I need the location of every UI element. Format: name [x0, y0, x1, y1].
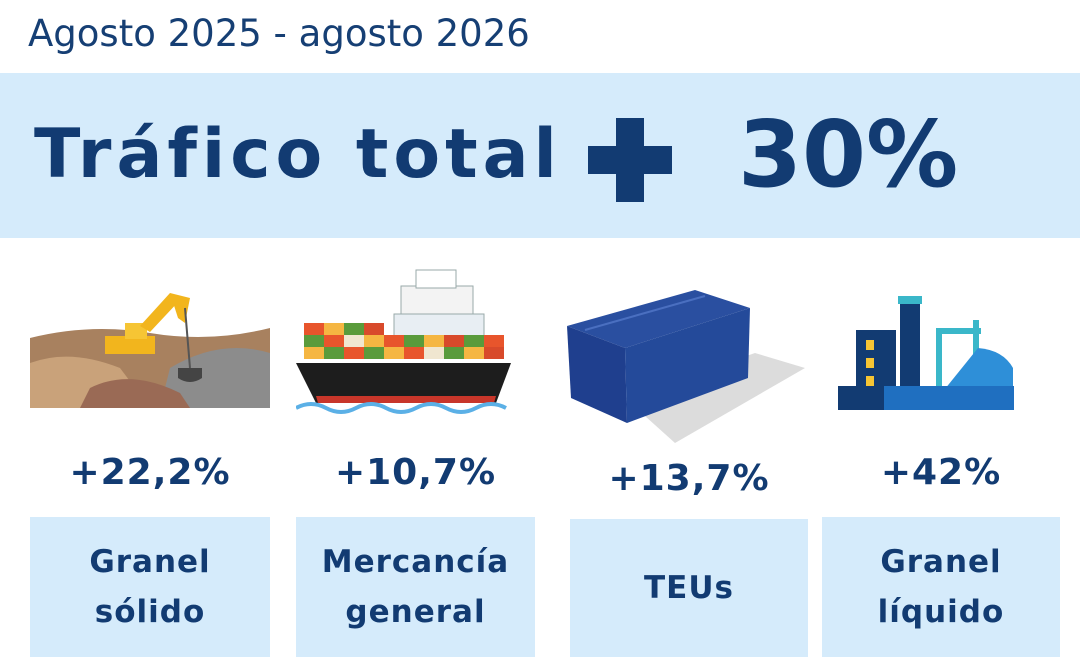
change-value: +42% [880, 452, 1002, 493]
banner-label: Tráfico total [34, 115, 562, 194]
category-label: Granel sólido [89, 544, 211, 630]
solid-bulk-icon [30, 293, 270, 408]
category-box: Granel sólido [30, 517, 270, 657]
banner: Tráfico total 30% [0, 73, 1080, 238]
category-label: TEUs [644, 570, 734, 606]
cargo-ship-icon [296, 269, 511, 414]
category-label: Mercancía general [321, 544, 510, 630]
subtitle: Agosto 2025 - agosto 2026 [28, 12, 530, 55]
change-value: +13,7% [608, 458, 770, 499]
category-box: Mercancía general [296, 517, 535, 657]
change-value: +22,2% [69, 452, 231, 493]
container-icon [567, 290, 805, 443]
category-label: Granel líquido [877, 544, 1005, 630]
category-box: Granel líquido [822, 517, 1060, 657]
change-value: +10,7% [334, 452, 497, 493]
liquid-bulk-icon [838, 296, 1014, 410]
banner-value: 30% [738, 101, 959, 208]
plus-icon [588, 118, 672, 202]
category-box: TEUs [570, 519, 808, 657]
